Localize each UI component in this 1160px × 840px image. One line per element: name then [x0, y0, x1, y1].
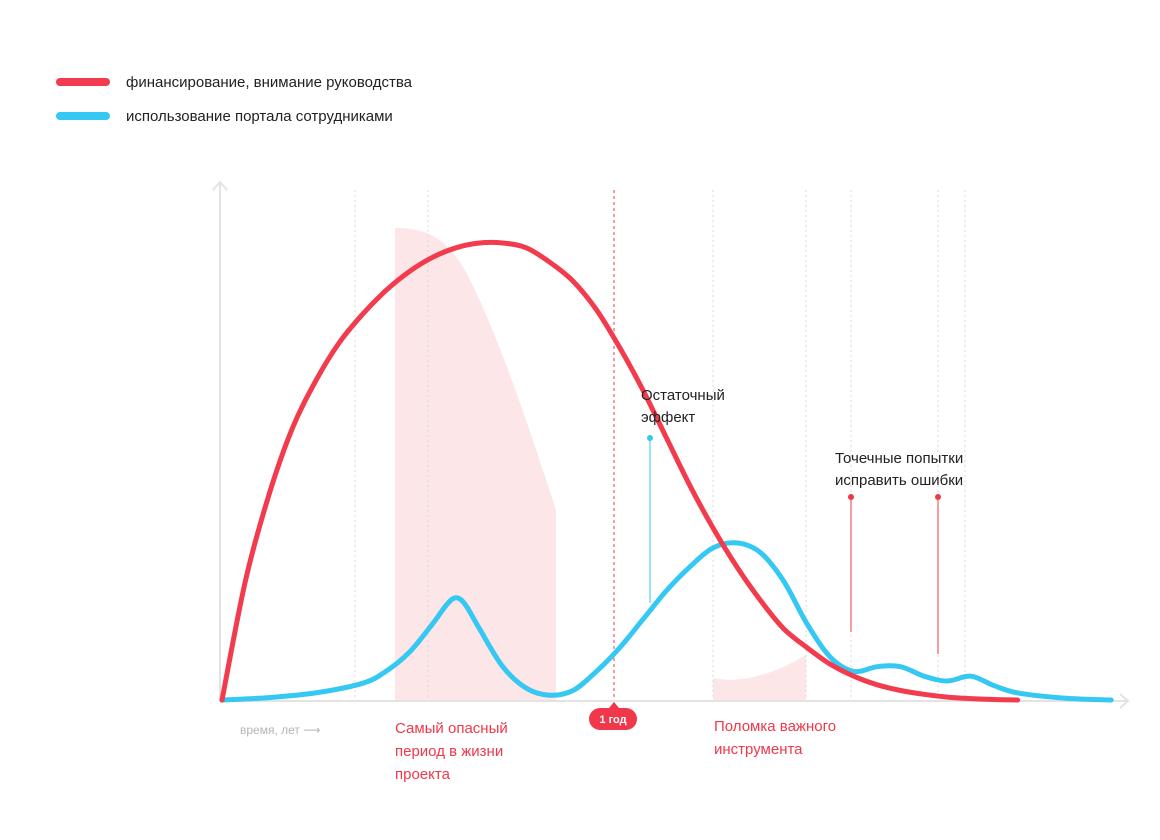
annotation-line: Поломка важного	[714, 718, 836, 735]
annotation-line: эффект	[641, 409, 695, 426]
year-badge: 1 год	[589, 702, 637, 730]
annotation-line: проекта	[395, 766, 451, 783]
year-badge-label: 1 год	[599, 714, 626, 726]
year-badge-pointer	[609, 702, 619, 708]
annotation-residual-effect: Остаточный эффект	[641, 387, 729, 426]
annotation-tool-breakdown: Поломка важного инструмента	[714, 718, 840, 758]
annotation-line: период в жизни	[395, 743, 503, 760]
annotation-line: исправить ошибки	[835, 472, 963, 489]
series-line-usage	[219, 540, 1114, 703]
spot-fix-dot-1	[848, 494, 854, 500]
spot-fix-dot-2	[935, 494, 941, 500]
danger-period-shade	[395, 228, 556, 700]
annotation-line: инструмента	[714, 741, 803, 758]
residual-effect-dot	[647, 435, 653, 441]
annotation-spot-fixes: Точечные попытки исправить ошибки	[835, 450, 967, 489]
annotation-line: Самый опасный	[395, 720, 508, 737]
legend-item-funding: финансирование, внимание руководства	[56, 70, 412, 94]
annotation-danger-period: Самый опасный период в жизни проекта	[395, 720, 512, 783]
year-badge-bg	[589, 708, 637, 730]
legend-swatch-usage	[56, 112, 110, 120]
annotation-line: Точечные попытки	[835, 450, 963, 467]
chart-legend: финансирование, внимание руководства исп…	[56, 70, 412, 138]
legend-label-usage: использование портала сотрудниками	[126, 107, 393, 125]
x-axis-label: время, лет ⟶	[240, 723, 320, 737]
y-axis-arrow	[212, 180, 228, 191]
annotation-line: Остаточный	[641, 387, 725, 404]
x-axis-arrow	[1119, 693, 1130, 709]
legend-item-usage: использование портала сотрудниками	[56, 104, 412, 128]
legend-label-funding: финансирование, внимание руководства	[126, 73, 412, 91]
legend-swatch-funding	[56, 78, 110, 86]
breakdown-period-shade	[713, 655, 806, 700]
series-line-funding	[219, 239, 1021, 703]
